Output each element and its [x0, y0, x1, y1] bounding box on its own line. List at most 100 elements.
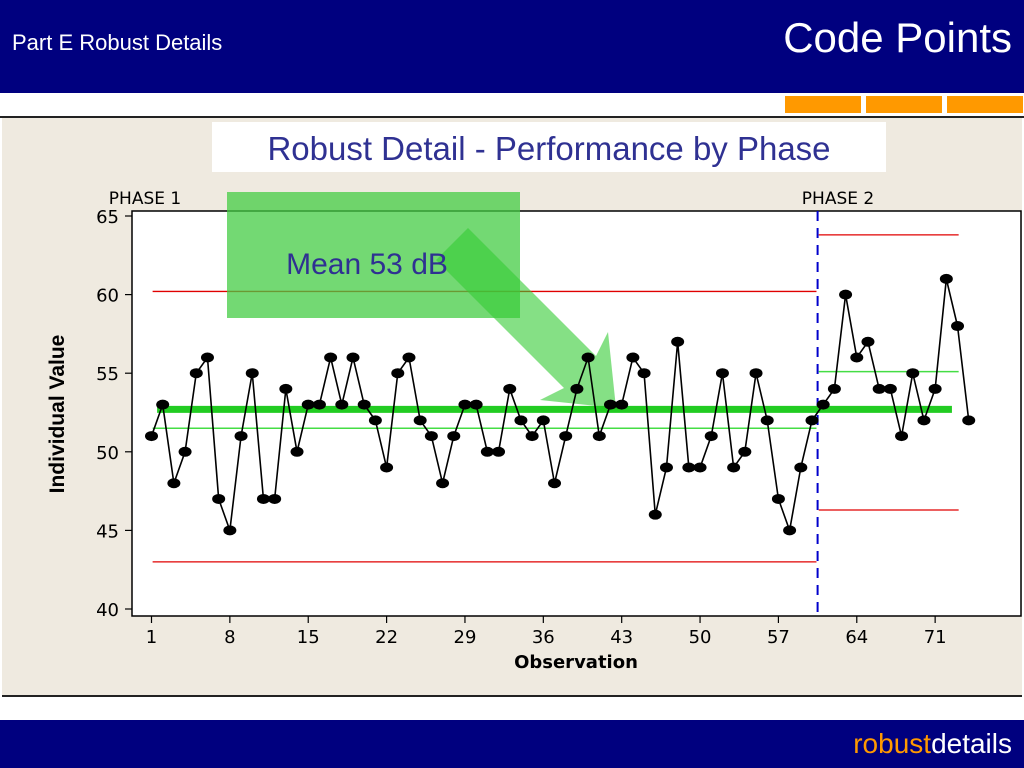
data-point [290, 446, 304, 457]
data-point [682, 462, 696, 473]
data-point [268, 493, 282, 504]
x-tick-label: 71 [924, 627, 947, 648]
header-band [0, 0, 1024, 93]
chart-title-box: Robust Detail - Performance by Phase [212, 122, 886, 172]
phase-2-label: PHASE 2 [802, 189, 874, 209]
data-point [312, 399, 326, 410]
chart-title: Robust Detail - Performance by Phase [267, 130, 831, 167]
data-point [391, 368, 405, 379]
x-tick-label: 15 [297, 627, 320, 648]
data-point [850, 352, 864, 363]
data-point [256, 493, 270, 504]
divider [0, 116, 1024, 118]
data-point [324, 352, 338, 363]
data-point [536, 415, 550, 426]
data-point [883, 383, 897, 394]
data-point [816, 399, 830, 410]
data-point [715, 368, 729, 379]
data-point [145, 431, 158, 442]
data-point [839, 289, 853, 300]
brand-prefix: robust [853, 728, 932, 759]
data-point [794, 462, 808, 473]
data-point [939, 273, 953, 284]
data-point [738, 446, 752, 457]
data-point [659, 462, 673, 473]
data-point [357, 399, 371, 410]
data-point [156, 399, 170, 410]
data-point [906, 368, 920, 379]
x-tick-label: 57 [767, 627, 790, 648]
y-tick-label: 55 [96, 364, 119, 385]
data-point [626, 352, 640, 363]
data-point [380, 462, 394, 473]
data-point [189, 368, 203, 379]
data-point [783, 525, 797, 536]
data-point [872, 383, 886, 394]
data-point [368, 415, 382, 426]
section-title: Part E Robust Details [12, 30, 223, 55]
data-point [570, 383, 584, 394]
data-point [704, 431, 718, 442]
accent-bar [866, 96, 942, 113]
x-tick-label: 64 [845, 627, 868, 648]
data-point [671, 336, 685, 347]
data-point [861, 336, 875, 347]
data-point [402, 352, 416, 363]
data-point [917, 415, 931, 426]
annotation-text: Mean 53 dB [286, 248, 448, 281]
data-point [559, 431, 573, 442]
data-point [548, 478, 562, 489]
data-point [335, 399, 349, 410]
data-point [413, 415, 427, 426]
x-tick-label: 1 [146, 627, 157, 648]
data-point [424, 431, 438, 442]
series-group [145, 273, 976, 536]
x-tick-label: 8 [224, 627, 235, 648]
data-point [760, 415, 774, 426]
data-point [771, 493, 785, 504]
data-point [637, 368, 651, 379]
y-axis-label: Individual Value [46, 335, 69, 494]
data-point [234, 431, 248, 442]
y-tick-label: 65 [96, 207, 119, 228]
x-tick-label: 43 [610, 627, 633, 648]
data-point [648, 509, 662, 520]
data-point [951, 321, 965, 332]
data-point [436, 478, 450, 489]
data-point [447, 431, 461, 442]
arrow-icon [436, 228, 616, 408]
x-tick-label: 29 [454, 627, 477, 648]
data-point [962, 415, 976, 426]
accent-bar [785, 96, 861, 113]
data-point [514, 415, 528, 426]
data-point [805, 415, 819, 426]
data-point [749, 368, 763, 379]
data-point [223, 525, 237, 536]
x-tick-label: 50 [689, 627, 712, 648]
data-point [212, 493, 226, 504]
data-point [480, 446, 494, 457]
data-point [525, 431, 539, 442]
data-point [615, 399, 629, 410]
data-point [469, 399, 483, 410]
data-point [503, 383, 517, 394]
data-point [245, 368, 259, 379]
data-point [346, 352, 360, 363]
data-point [301, 399, 315, 410]
data-point [492, 446, 506, 457]
data-point [693, 462, 707, 473]
brand-suffix: details [931, 728, 1012, 759]
footer-band [0, 720, 1024, 768]
data-point [928, 383, 942, 394]
data-point [603, 399, 617, 410]
data-point [581, 352, 595, 363]
data-point [167, 478, 181, 489]
data-point [592, 431, 606, 442]
x-tick-label: 22 [375, 627, 398, 648]
data-point [895, 431, 909, 442]
data-point [178, 446, 192, 457]
x-tick-label: 36 [532, 627, 555, 648]
data-point [458, 399, 472, 410]
y-tick-label: 45 [96, 521, 119, 542]
phase-1-label: PHASE 1 [109, 189, 181, 209]
